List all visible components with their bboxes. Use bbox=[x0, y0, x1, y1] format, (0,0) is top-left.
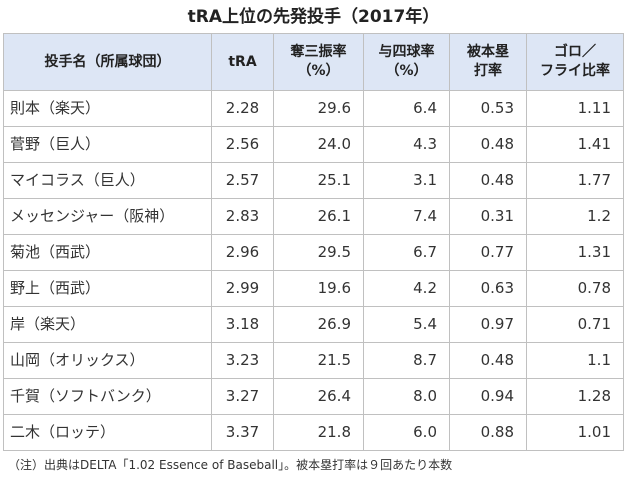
table-title: tRA上位の先発投手（2017年） bbox=[187, 7, 440, 27]
cell-strikeout-rate: 29.5 bbox=[273, 234, 364, 271]
table-row: 二木（ロッテ） 3.37 21.8 6.0 0.88 1.01 bbox=[3, 414, 624, 451]
cell-strikeout-rate: 25.1 bbox=[273, 162, 364, 199]
cell-hr-rate: 0.48 bbox=[449, 342, 527, 379]
cell-tra: 2.56 bbox=[211, 126, 274, 163]
cell-strikeout-rate: 26.4 bbox=[273, 378, 364, 415]
cell-strikeout-rate: 26.9 bbox=[273, 306, 364, 343]
cell-groundball-flyball-ratio: 1.11 bbox=[526, 90, 624, 127]
cell-groundball-flyball-ratio: 1.77 bbox=[526, 162, 624, 199]
cell-tra: 2.57 bbox=[211, 162, 274, 199]
table-row: 則本（楽天） 2.28 29.6 6.4 0.53 1.11 bbox=[3, 90, 624, 127]
cell-strikeout-rate: 21.5 bbox=[273, 342, 364, 379]
cell-hr-rate: 0.88 bbox=[449, 414, 527, 451]
cell-tra: 3.18 bbox=[211, 306, 274, 343]
header-row: 投手名（所属球団） tRA 奪三振率 （%） 与四球率 （%） 被本塁 打率 ゴロ／フ… bbox=[3, 33, 624, 91]
table-row: 山岡（オリックス） 3.23 21.5 8.7 0.48 1.1 bbox=[3, 342, 624, 379]
cell-walk-rate: 5.4 bbox=[363, 306, 450, 343]
cell-hr-rate: 0.77 bbox=[449, 234, 527, 271]
cell-walk-rate: 6.7 bbox=[363, 234, 450, 271]
cell-groundball-flyball-ratio: 0.78 bbox=[526, 270, 624, 307]
footnote: （注）出典はDELTA「1.02 Essence of Baseball」。被本… bbox=[8, 458, 453, 472]
cell-hr-rate: 0.94 bbox=[449, 378, 527, 415]
header-hr-rate: 被本塁 打率 bbox=[449, 33, 527, 91]
cell-tra: 3.27 bbox=[211, 378, 274, 415]
table-row: 菅野（巨人） 2.56 24.0 4.3 0.48 1.41 bbox=[3, 126, 624, 163]
pitcher-stats-table: 投手名（所属球団） tRA 奪三振率 （%） 与四球率 （%） 被本塁 打率 ゴロ／フ… bbox=[3, 33, 624, 451]
cell-walk-rate: 8.7 bbox=[363, 342, 450, 379]
cell-groundball-flyball-ratio: 1.01 bbox=[526, 414, 624, 451]
cell-pitcher-name: 菅野（巨人） bbox=[3, 126, 212, 163]
cell-walk-rate: 8.0 bbox=[363, 378, 450, 415]
header-walk-rate: 与四球率 （%） bbox=[363, 33, 450, 91]
cell-pitcher-name: 山岡（オリックス） bbox=[3, 342, 212, 379]
cell-groundball-flyball-ratio: 1.2 bbox=[526, 198, 624, 235]
cell-groundball-flyball-ratio: 1.31 bbox=[526, 234, 624, 271]
cell-hr-rate: 0.48 bbox=[449, 162, 527, 199]
cell-pitcher-name: メッセンジャー（阪神） bbox=[3, 198, 212, 235]
cell-hr-rate: 0.48 bbox=[449, 126, 527, 163]
cell-strikeout-rate: 19.6 bbox=[273, 270, 364, 307]
cell-strikeout-rate: 24.0 bbox=[273, 126, 364, 163]
cell-groundball-flyball-ratio: 1.1 bbox=[526, 342, 624, 379]
cell-walk-rate: 6.4 bbox=[363, 90, 450, 127]
header-strikeout-rate: 奪三振率 （%） bbox=[273, 33, 364, 91]
cell-hr-rate: 0.53 bbox=[449, 90, 527, 127]
cell-pitcher-name: マイコラス（巨人） bbox=[3, 162, 212, 199]
table-row: 千賀（ソフトバンク） 3.27 26.4 8.0 0.94 1.28 bbox=[3, 378, 624, 415]
cell-hr-rate: 0.97 bbox=[449, 306, 527, 343]
cell-tra: 2.83 bbox=[211, 198, 274, 235]
cell-strikeout-rate: 21.8 bbox=[273, 414, 364, 451]
header-tra: tRA bbox=[211, 33, 274, 91]
cell-hr-rate: 0.31 bbox=[449, 198, 527, 235]
cell-pitcher-name: 野上（西武） bbox=[3, 270, 212, 307]
table-row: 菊池（西武） 2.96 29.5 6.7 0.77 1.31 bbox=[3, 234, 624, 271]
cell-groundball-flyball-ratio: 1.28 bbox=[526, 378, 624, 415]
cell-walk-rate: 7.4 bbox=[363, 198, 450, 235]
table-row: マイコラス（巨人） 2.57 25.1 3.1 0.48 1.77 bbox=[3, 162, 624, 199]
table-row: 野上（西武） 2.99 19.6 4.2 0.63 0.78 bbox=[3, 270, 624, 307]
cell-groundball-flyball-ratio: 0.71 bbox=[526, 306, 624, 343]
cell-tra: 3.23 bbox=[211, 342, 274, 379]
cell-pitcher-name: 千賀（ソフトバンク） bbox=[3, 378, 212, 415]
cell-tra: 3.37 bbox=[211, 414, 274, 451]
cell-pitcher-name: 則本（楽天） bbox=[3, 90, 212, 127]
cell-walk-rate: 4.2 bbox=[363, 270, 450, 307]
cell-tra: 2.96 bbox=[211, 234, 274, 271]
header-pitcher-name: 投手名（所属球団） bbox=[3, 33, 212, 91]
cell-tra: 2.99 bbox=[211, 270, 274, 307]
cell-strikeout-rate: 26.1 bbox=[273, 198, 364, 235]
header-groundball-flyball-ratio: ゴロ／ フライ比率 bbox=[526, 33, 624, 91]
cell-walk-rate: 6.0 bbox=[363, 414, 450, 451]
cell-tra: 2.28 bbox=[211, 90, 274, 127]
table-row: 岸（楽天） 3.18 26.9 5.4 0.97 0.71 bbox=[3, 306, 624, 343]
cell-walk-rate: 3.1 bbox=[363, 162, 450, 199]
cell-strikeout-rate: 29.6 bbox=[273, 90, 364, 127]
cell-groundball-flyball-ratio: 1.41 bbox=[526, 126, 624, 163]
table-row: メッセンジャー（阪神） 2.83 26.1 7.4 0.31 1.2 bbox=[3, 198, 624, 235]
cell-pitcher-name: 岸（楽天） bbox=[3, 306, 212, 343]
cell-hr-rate: 0.63 bbox=[449, 270, 527, 307]
cell-pitcher-name: 菊池（西武） bbox=[3, 234, 212, 271]
cell-walk-rate: 4.3 bbox=[363, 126, 450, 163]
cell-pitcher-name: 二木（ロッテ） bbox=[3, 414, 212, 451]
